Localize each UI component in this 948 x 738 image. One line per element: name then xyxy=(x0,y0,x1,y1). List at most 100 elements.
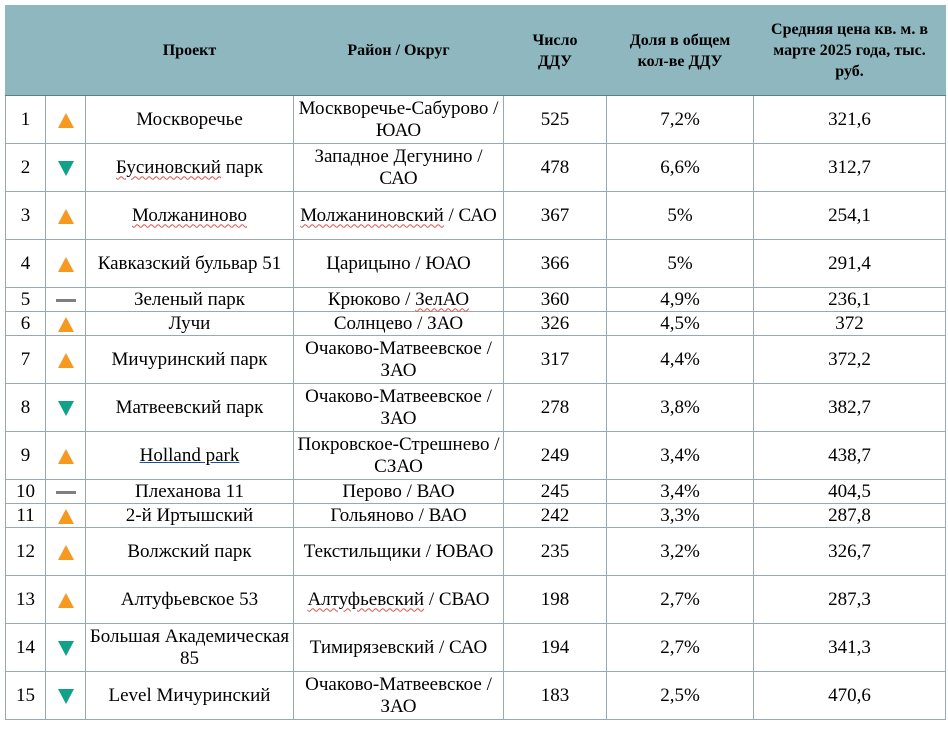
ddu-share: 4,5% xyxy=(606,311,754,336)
trend-cell xyxy=(45,287,86,312)
ddu-ranking-table: Проект Район / Округ Число ДДУ Доля в об… xyxy=(5,5,946,720)
underlined-text: Молжаниново xyxy=(131,204,248,226)
project-name: Алтуфьевское 53 xyxy=(85,575,294,624)
district-name: Очаково-Матвеевское / ЗАО xyxy=(293,335,504,384)
row-number: 6 xyxy=(5,311,46,336)
project-name: Holland park xyxy=(85,431,294,480)
ddu-share: 6,6% xyxy=(606,143,754,192)
row-number: 5 xyxy=(5,287,46,312)
table-row: 12 Волжский парк Текстильщики / ЮВАО 235 3,2… xyxy=(5,527,946,576)
ddu-share: 3,8% xyxy=(606,383,754,432)
ddu-count: 525 xyxy=(503,95,607,144)
ddu-count: 242 xyxy=(503,503,607,528)
project-name: Волжский парк xyxy=(85,527,294,576)
project-name: Кавказский бульвар 51 xyxy=(85,239,294,288)
district-name: Молжаниновский / САО xyxy=(293,191,504,240)
ddu-share: 4,9% xyxy=(606,287,754,312)
trend-cell xyxy=(45,239,86,288)
table-row: 10 Плеханова 11 Перово / ВАО 245 3,4% 404,5 xyxy=(5,479,946,504)
trend-up-icon xyxy=(57,508,74,524)
row-number: 13 xyxy=(5,575,46,624)
district-name: Крюково / ЗелАО xyxy=(293,287,504,312)
table-body: 1 Москворечье Москворечье-Сабурово / ЮАО 52… xyxy=(5,95,946,720)
ddu-share: 5% xyxy=(606,191,754,240)
trend-cell xyxy=(45,191,86,240)
trend-up-icon xyxy=(57,256,74,272)
avg-price: 254,1 xyxy=(753,191,946,240)
ddu-share: 2,7% xyxy=(606,623,754,672)
ddu-share: 2,7% xyxy=(606,575,754,624)
ddu-count: 278 xyxy=(503,383,607,432)
project-name: Плеханова 11 xyxy=(85,479,294,504)
ddu-share: 3,4% xyxy=(606,479,754,504)
ddu-share: 4,4% xyxy=(606,335,754,384)
row-number: 14 xyxy=(5,623,46,672)
trend-down-icon xyxy=(57,400,74,416)
trend-cell xyxy=(45,431,86,480)
avg-price: 287,8 xyxy=(753,503,946,528)
table-row: 2 Бусиновский парк Западное Дегунино / САО… xyxy=(5,143,946,192)
row-number: 1 xyxy=(5,95,46,144)
header-row: Проект Район / Округ Число ДДУ Доля в об… xyxy=(5,5,946,96)
avg-price: 404,5 xyxy=(753,479,946,504)
district-name: Царицыно / ЮАО xyxy=(293,239,504,288)
ddu-share: 3,4% xyxy=(606,431,754,480)
avg-price: 326,7 xyxy=(753,527,946,576)
avg-price: 341,3 xyxy=(753,623,946,672)
table-row: 11 2-й Иртышский Гольяново / ВАО 242 3,3% 287… xyxy=(5,503,946,528)
project-name: Бусиновский парк xyxy=(85,143,294,192)
district-name: Тимирязевский / САО xyxy=(293,623,504,672)
district-name: Перово / ВАО xyxy=(293,479,504,504)
trend-cell xyxy=(45,503,86,528)
trend-cell xyxy=(45,143,86,192)
trend-cell xyxy=(45,671,86,720)
trend-flat-icon xyxy=(55,298,76,302)
district-name: Гольяново / ВАО xyxy=(293,503,504,528)
district-name: Покровское-Стрешнево / СЗАО xyxy=(293,431,504,480)
ddu-count: 249 xyxy=(503,431,607,480)
trend-up-icon xyxy=(57,316,74,332)
header-ddu-count: Число ДДУ xyxy=(503,5,607,96)
trend-cell xyxy=(45,335,86,384)
underlined-text[interactable]: Holland park xyxy=(139,444,240,466)
ddu-share: 7,2% xyxy=(606,95,754,144)
trend-cell xyxy=(45,479,86,504)
table-row: 8 Матвеевский парк Очаково-Матвеевское / З… xyxy=(5,383,946,432)
ddu-count: 360 xyxy=(503,287,607,312)
ddu-count: 198 xyxy=(503,575,607,624)
avg-price: 372 xyxy=(753,311,946,336)
table-row: 9 Holland park Покровское-Стрешнево / СЗАО… xyxy=(5,431,946,480)
ddu-share: 2,5% xyxy=(606,671,754,720)
project-name: Мичуринский парк xyxy=(85,335,294,384)
trend-down-icon xyxy=(57,640,74,656)
table-row: 14 Большая Академическая 85 Тимирязевский … xyxy=(5,623,946,672)
trend-up-icon xyxy=(57,592,74,608)
project-name: Москворечье xyxy=(85,95,294,144)
district-name: Очаково-Матвеевское / ЗАО xyxy=(293,671,504,720)
underlined-text: Молжаниновский xyxy=(300,204,444,226)
avg-price: 321,6 xyxy=(753,95,946,144)
district-name: Алтуфьевский / СВАО xyxy=(293,575,504,624)
trend-cell xyxy=(45,95,86,144)
row-number: 10 xyxy=(5,479,46,504)
ddu-count: 478 xyxy=(503,143,607,192)
district-name: Западное Дегунино / САО xyxy=(293,143,504,192)
table-row: 5 Зеленый парк Крюково / ЗелАО 360 4,9% 236,1 xyxy=(5,287,946,312)
avg-price: 236,1 xyxy=(753,287,946,312)
header-project: Проект xyxy=(85,5,294,96)
ddu-share: 3,2% xyxy=(606,527,754,576)
trend-down-icon xyxy=(57,688,74,704)
underlined-text: ЗелАО xyxy=(415,288,470,310)
ddu-count: 194 xyxy=(503,623,607,672)
trend-cell xyxy=(45,383,86,432)
table-row: 15 Level Мичуринский Очаково-Матвеевское /… xyxy=(5,671,946,720)
trend-cell xyxy=(45,527,86,576)
trend-cell xyxy=(45,311,86,336)
table-row: 7 Мичуринский парк Очаково-Матвеевское / З… xyxy=(5,335,946,384)
project-name: Зеленый парк xyxy=(85,287,294,312)
trend-up-icon xyxy=(57,544,74,560)
project-name: 2-й Иртышский xyxy=(85,503,294,528)
district-name: Москворечье-Сабурово / ЮАО xyxy=(293,95,504,144)
row-number: 2 xyxy=(5,143,46,192)
district-name: Очаково-Матвеевское / ЗАО xyxy=(293,383,504,432)
